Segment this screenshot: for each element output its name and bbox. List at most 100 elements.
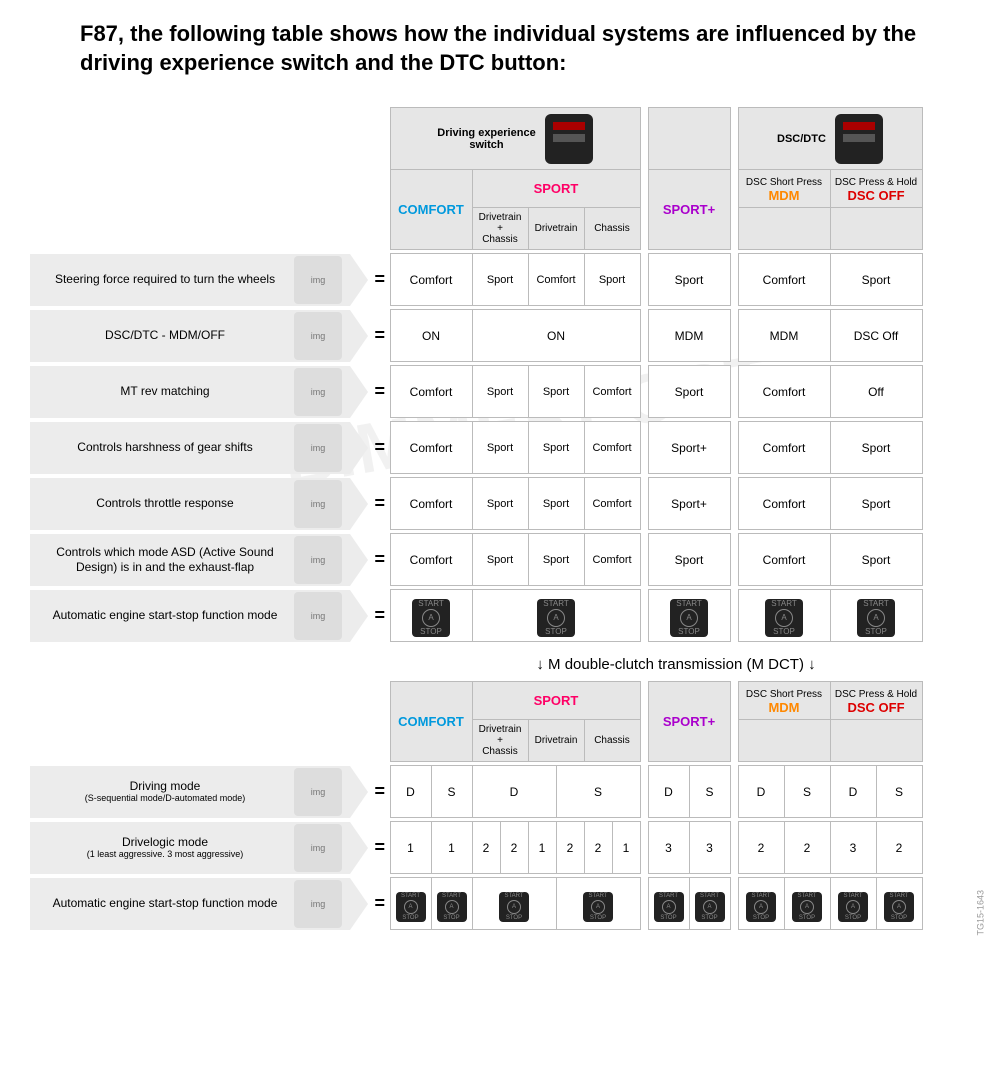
row-icon: img [294, 536, 342, 584]
cell: ON [390, 310, 472, 362]
dsc-switch-icon [835, 114, 883, 164]
cell: Comfort [738, 534, 830, 586]
cell: Comfort [738, 478, 830, 530]
cell: Comfort [390, 254, 472, 306]
cell: Sport [648, 366, 730, 418]
row-label: Controls which mode ASD (Active Sound De… [42, 545, 288, 574]
cell: Sport [830, 478, 922, 530]
hdr-comfort: COMFORT [398, 202, 464, 217]
hdr2-comfort: COMFORT [398, 714, 464, 729]
row-icon: img [294, 312, 342, 360]
cell: Comfort [528, 254, 584, 306]
hdr-dsc-hold: DSC Press & Hold [835, 177, 917, 188]
row-icon: img [294, 256, 342, 304]
row-label: Steering force required to turn the whee… [42, 272, 288, 286]
row-label: DSC/DTC - MDM/OFF [42, 328, 288, 342]
cell: DSC Off [830, 310, 922, 362]
cell: Comfort [738, 366, 830, 418]
dct-section-label: ↓ M double-clutch transmission (M DCT) ↓ [30, 656, 962, 673]
hdr-sportplus: SPORT+ [663, 202, 715, 217]
cell: Sport [528, 366, 584, 418]
row-icon: img [294, 424, 342, 472]
cell: Sport [648, 534, 730, 586]
start-stop-icon: STARTASTOP [670, 599, 708, 637]
cell: Comfort [390, 422, 472, 474]
table-row: Driving mode(S-sequential mode/D-automat… [30, 766, 922, 818]
start-stop-icon: STARTASTOP [499, 892, 529, 922]
start-stop-icon: STARTASTOP [583, 892, 613, 922]
start-stop-icon: STARTASTOP [654, 892, 684, 922]
cell: Comfort [584, 534, 640, 586]
cell: Comfort [738, 254, 830, 306]
cell: Sport [472, 366, 528, 418]
cell: Sport [472, 478, 528, 530]
cell: Sport [584, 254, 640, 306]
table-row: Automatic engine start-stop function mod… [30, 878, 922, 930]
row-label: Controls harshness of gear shifts [42, 440, 288, 454]
cell: Off [830, 366, 922, 418]
start-stop-icon: STARTASTOP [746, 892, 776, 922]
row-label: Controls throttle response [42, 496, 288, 510]
start-stop-icon: STARTASTOP [884, 892, 914, 922]
table-main: Driving experience switch DSC/DTC COMFOR… [30, 107, 923, 642]
start-stop-icon: STARTASTOP [396, 892, 426, 922]
cell: MDM [738, 310, 830, 362]
cell: Sport [830, 422, 922, 474]
cell: Sport+ [648, 478, 730, 530]
cell: Comfort [584, 422, 640, 474]
cell: Sport [528, 478, 584, 530]
cell: Sport [528, 534, 584, 586]
table-row: Controls harshness of gear shifts img = … [30, 422, 922, 474]
table-row: Controls throttle response img = Comfort… [30, 478, 922, 530]
hdr2-sport: SPORT [534, 693, 579, 708]
drive-switch-icon [545, 114, 593, 164]
cell: MDM [648, 310, 730, 362]
start-stop-icon: STARTASTOP [765, 599, 803, 637]
cell: Sport [830, 254, 922, 306]
cell: Comfort [584, 366, 640, 418]
cell: Sport [472, 422, 528, 474]
hdr2-sportplus: SPORT+ [663, 714, 715, 729]
table-row: Controls which mode ASD (Active Sound De… [30, 534, 922, 586]
cell: Sport [648, 254, 730, 306]
row-icon: img [294, 480, 342, 528]
table-dct: COMFORT SPORT SPORT+ DSC Short PressMDM … [30, 681, 923, 930]
start-stop-icon: STARTASTOP [857, 599, 895, 637]
row-label: Automatic engine start-stop function mod… [42, 608, 288, 622]
cell: Sport [472, 534, 528, 586]
hdr-sport-d: Drivetrain [528, 208, 584, 250]
row-icon: img [294, 368, 342, 416]
row-label: MT rev matching [42, 384, 288, 398]
start-stop-icon: STARTASTOP [792, 892, 822, 922]
table-row: MT rev matching img = ComfortSportSportC… [30, 366, 922, 418]
row-icon: img [294, 592, 342, 640]
start-stop-icon: STARTASTOP [695, 892, 725, 922]
cell: ON [472, 310, 640, 362]
page-title: F87, the following table shows how the i… [30, 20, 962, 77]
start-stop-icon: STARTASTOP [412, 599, 450, 637]
hdr-dsc-dtc: DSC/DTC [738, 108, 922, 170]
table-row: Automatic engine start-stop function mod… [30, 590, 922, 642]
footer-code: TG15-1643 [976, 890, 986, 936]
cell: Comfort [390, 534, 472, 586]
hdr-dsc-short: DSC Short Press [746, 177, 822, 188]
table-row: DSC/DTC - MDM/OFF img = ONONMDMMDMDSC Of… [30, 310, 922, 362]
hdr-sportplus-blank [648, 108, 730, 170]
cell: Comfort [390, 366, 472, 418]
cell: Sport [528, 422, 584, 474]
hdr-driving-experience: Driving experience switch [390, 108, 640, 170]
cell: Comfort [738, 422, 830, 474]
cell: Sport [472, 254, 528, 306]
start-stop-icon: STARTASTOP [838, 892, 868, 922]
start-stop-icon: STARTASTOP [437, 892, 467, 922]
cell: Sport [830, 534, 922, 586]
cell: Comfort [390, 478, 472, 530]
table-row: Steering force required to turn the whee… [30, 254, 922, 306]
table-row: Drivelogic mode(1 least aggressive. 3 mo… [30, 822, 922, 874]
hdr-sport-c: Chassis [584, 208, 640, 250]
hdr-sport-dc: Drivetrain + Chassis [472, 208, 528, 250]
cell: Comfort [584, 478, 640, 530]
cell: Sport+ [648, 422, 730, 474]
start-stop-icon: STARTASTOP [537, 599, 575, 637]
hdr-sport: SPORT [534, 181, 579, 196]
